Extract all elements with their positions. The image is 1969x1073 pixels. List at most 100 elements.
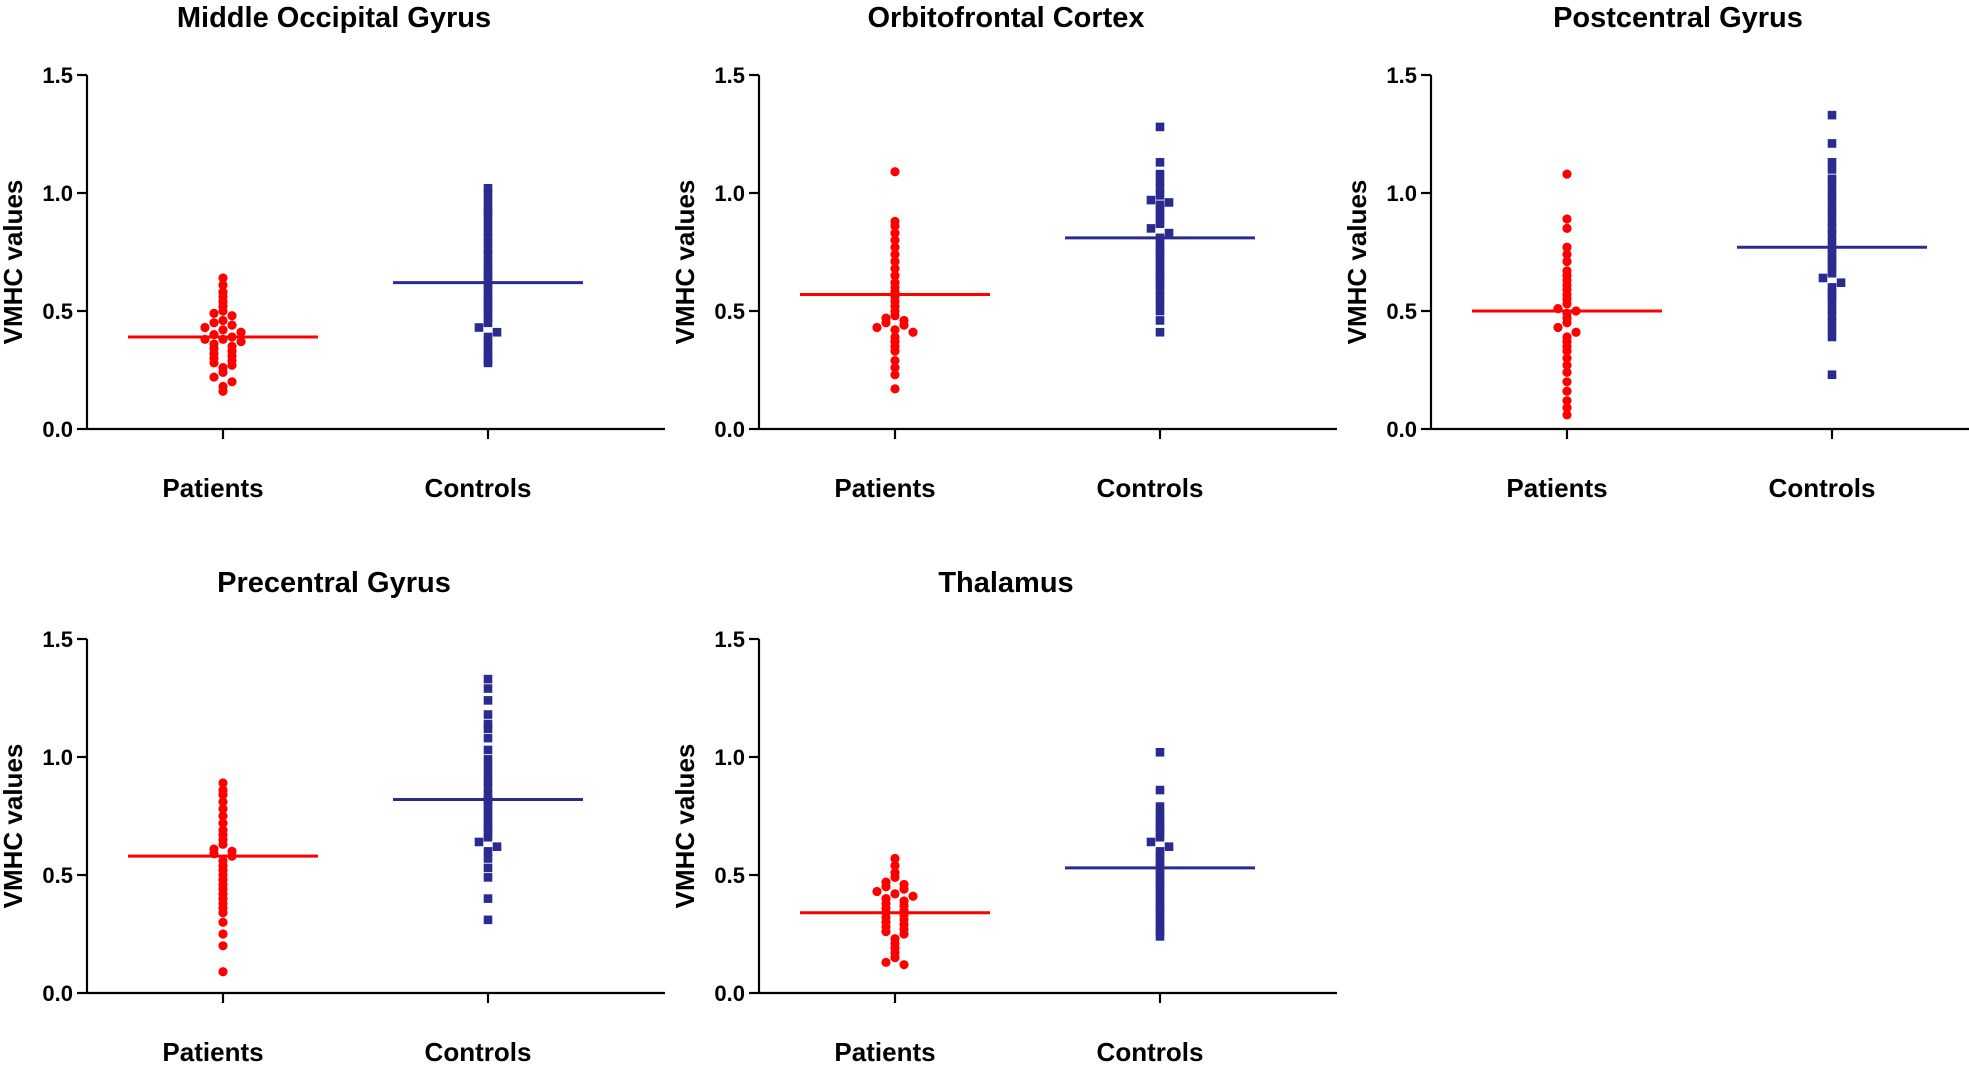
- y-tick-label: 1.5: [714, 63, 745, 88]
- y-tick-label: 1.5: [714, 627, 745, 652]
- data-point-controls: [483, 271, 493, 280]
- data-point-patients: [218, 280, 228, 290]
- data-point-controls: [483, 873, 493, 882]
- data-point-controls: [1827, 268, 1837, 278]
- data-point-controls: [1146, 224, 1156, 233]
- data-point-controls: [483, 285, 493, 295]
- data-point-controls: [1155, 894, 1165, 903]
- data-point-controls: [483, 245, 493, 254]
- data-point-patients: [890, 889, 900, 899]
- data-point-patients: [218, 315, 228, 326]
- data-point-controls: [1155, 889, 1165, 899]
- data-point-controls: [1155, 266, 1165, 276]
- data-point-controls: [1155, 917, 1165, 927]
- chart-panel: Thalamus 0.0 0.5 1.0 1.5 VMHC values Patients C…: [670, 567, 1337, 1067]
- data-point-controls: [1827, 250, 1837, 259]
- data-point-controls: [1155, 899, 1165, 908]
- data-point-patients: [890, 263, 900, 274]
- data-point-controls: [1155, 247, 1165, 257]
- data-point-controls: [1155, 292, 1165, 302]
- data-point-patients: [1553, 322, 1563, 333]
- data-point-controls: [483, 696, 493, 705]
- data-point-patients: [218, 363, 228, 373]
- data-point-controls: [1155, 285, 1165, 295]
- data-point-controls: [483, 847, 493, 856]
- data-point-controls: [483, 745, 493, 755]
- data-point-controls: [1836, 278, 1846, 287]
- x-tick-label: Patients: [162, 1037, 263, 1067]
- chart-panel: Orbitofrontal Cortex 0.0 0.5 1.0 1.5 VMHC val…: [670, 2, 1337, 503]
- data-point-patients: [218, 785, 228, 795]
- data-point-controls: [483, 207, 493, 217]
- x-tick-label: Controls: [1769, 473, 1876, 503]
- x-tick-label: Controls: [425, 1037, 532, 1067]
- data-point-patients: [1562, 386, 1572, 396]
- data-point-patients: [890, 271, 900, 281]
- data-point-controls: [483, 233, 493, 243]
- data-point-controls: [1827, 318, 1837, 328]
- data-point-patients: [872, 886, 882, 897]
- data-point-patients: [899, 315, 909, 326]
- data-point-controls: [1827, 283, 1837, 292]
- data-point-patients: [209, 339, 219, 349]
- data-point-controls: [483, 290, 493, 299]
- y-axis-label: VMHC values: [670, 180, 700, 345]
- data-point-controls: [1155, 913, 1165, 922]
- y-tick-label: 0.5: [714, 299, 745, 324]
- data-point-controls: [1164, 198, 1174, 207]
- data-point-controls: [1155, 927, 1165, 936]
- data-point-patients: [218, 804, 228, 814]
- data-point-patients: [218, 967, 228, 977]
- data-point-patients: [1562, 169, 1572, 179]
- data-point-patients: [890, 868, 900, 878]
- y-tick-label: 1.0: [42, 745, 73, 770]
- data-point-controls: [483, 318, 493, 328]
- y-axis-label: VMHC values: [1342, 180, 1372, 345]
- data-point-controls: [483, 832, 493, 842]
- x-tick-label: Patients: [834, 1037, 935, 1067]
- data-point-patients: [899, 879, 909, 890]
- data-point-patients: [881, 957, 891, 967]
- data-point-patients: [218, 818, 228, 828]
- data-point-controls: [1827, 181, 1837, 191]
- data-point-patients: [218, 778, 228, 788]
- x-tick-label: Controls: [425, 473, 532, 503]
- y-tick-label: 0.5: [1386, 299, 1417, 324]
- y-tick-label: 0.0: [714, 417, 745, 442]
- data-point-controls: [1827, 287, 1837, 297]
- data-point-controls: [1155, 191, 1165, 200]
- data-point-patients: [890, 228, 900, 238]
- data-point-controls: [1155, 802, 1165, 811]
- data-point-controls: [483, 783, 493, 792]
- data-point-patients: [227, 846, 237, 857]
- data-point-controls: [1155, 214, 1165, 224]
- data-point-controls: [1827, 238, 1837, 247]
- data-point-controls: [483, 351, 493, 361]
- data-point-controls: [483, 337, 493, 346]
- y-tick-label: 1.5: [42, 627, 73, 652]
- data-point-patients: [890, 256, 900, 267]
- data-point-controls: [483, 219, 493, 228]
- data-point-controls: [1827, 254, 1837, 264]
- data-point-patients: [1562, 353, 1572, 363]
- data-point-controls: [1827, 217, 1837, 226]
- data-point-controls: [483, 356, 493, 365]
- data-point-controls: [1155, 299, 1165, 309]
- data-point-controls: [483, 809, 493, 818]
- data-point-controls: [1827, 264, 1837, 273]
- data-point-patients: [218, 929, 228, 939]
- data-point-controls: [483, 776, 493, 785]
- y-tick-label: 0.5: [714, 863, 745, 888]
- data-point-patients: [218, 825, 228, 835]
- data-point-patients: [890, 278, 900, 288]
- data-point-controls: [483, 828, 493, 837]
- data-point-controls: [1155, 316, 1165, 325]
- data-point-patients: [1562, 266, 1572, 276]
- data-point-controls: [483, 755, 493, 764]
- data-point-patients: [908, 891, 918, 901]
- data-point-controls: [1155, 271, 1165, 280]
- data-point-controls: [1827, 231, 1837, 240]
- data-point-patients: [890, 332, 900, 342]
- data-point-controls: [1827, 165, 1837, 174]
